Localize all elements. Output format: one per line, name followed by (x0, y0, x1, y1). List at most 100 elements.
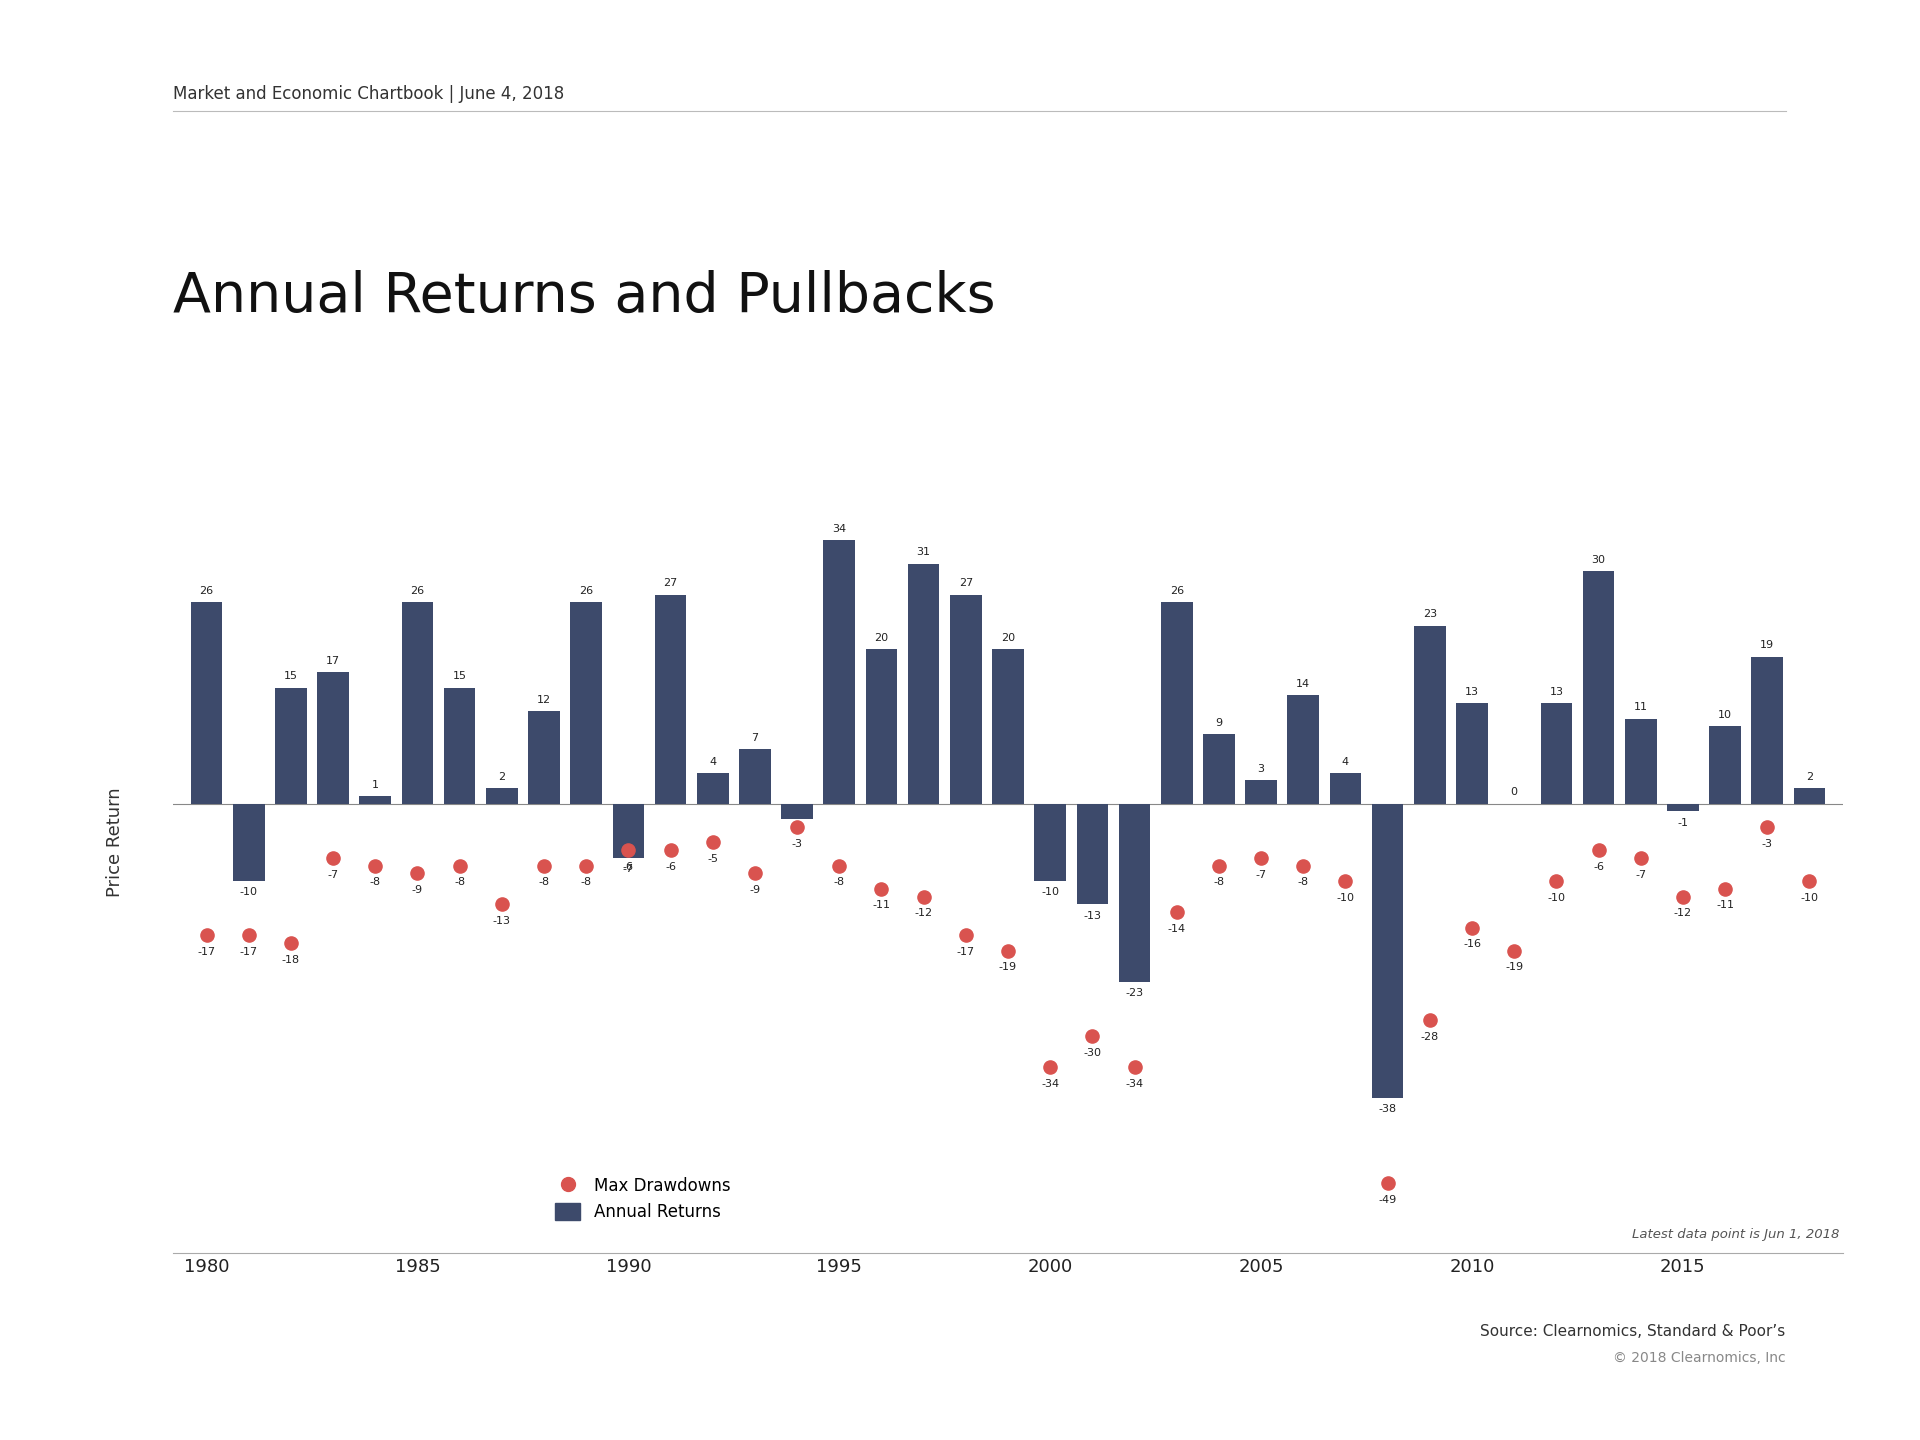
Point (1751, 815, 1782, 838)
Bar (1793, 788, 1826, 804)
Text: 23: 23 (1423, 609, 1436, 619)
Text: 7: 7 (751, 733, 758, 743)
Text: -10: -10 (1041, 887, 1060, 897)
Point (866, 877, 897, 900)
Text: -3: -3 (791, 838, 803, 848)
Text: -10: -10 (1336, 893, 1354, 903)
Text: 14: 14 (1296, 680, 1309, 690)
Text: -17: -17 (198, 948, 215, 958)
Text: -23: -23 (1125, 988, 1144, 998)
Bar (655, 595, 685, 804)
Text: 4: 4 (708, 756, 716, 766)
Text: -13: -13 (1083, 910, 1102, 920)
Text: Source: Clearnomics, Standard & Poor’s: Source: Clearnomics, Standard & Poor’s (1480, 1325, 1786, 1339)
Point (908, 886, 939, 909)
Text: -34: -34 (1041, 1079, 1060, 1089)
Text: -7: -7 (622, 864, 634, 874)
Bar (1709, 726, 1741, 804)
Text: -8: -8 (1298, 877, 1309, 887)
Text: 2: 2 (499, 772, 505, 782)
Text: 26: 26 (580, 586, 593, 596)
Text: -8: -8 (453, 877, 465, 887)
Text: 11: 11 (1634, 703, 1647, 713)
Text: 3: 3 (1258, 765, 1265, 775)
Text: -6: -6 (664, 861, 676, 871)
Text: © 2018 Clearnomics, Inc: © 2018 Clearnomics, Inc (1613, 1351, 1786, 1365)
Text: 26: 26 (200, 586, 213, 596)
Text: -8: -8 (371, 877, 380, 887)
Bar (401, 602, 434, 804)
Point (1162, 900, 1192, 923)
Bar (1035, 804, 1066, 881)
Bar (528, 711, 561, 804)
Text: -11: -11 (872, 900, 891, 910)
Text: 30: 30 (1592, 556, 1605, 564)
Text: -14: -14 (1167, 923, 1187, 933)
Text: 4: 4 (1342, 756, 1350, 766)
Text: -19: -19 (1505, 962, 1523, 972)
Text: Investing Basics: Investing Basics (19, 631, 38, 795)
Point (1373, 1172, 1404, 1195)
Text: 26: 26 (411, 586, 424, 596)
Text: -18: -18 (282, 955, 300, 965)
Text: -8: -8 (580, 877, 591, 887)
Bar (993, 649, 1023, 804)
Text: -12: -12 (914, 909, 933, 919)
Text: 12: 12 (538, 694, 551, 704)
Bar (1751, 657, 1784, 804)
Text: -30: -30 (1083, 1048, 1102, 1057)
Bar (486, 788, 518, 804)
Text: 20: 20 (874, 632, 889, 642)
Legend: Max Drawdowns, Annual Returns: Max Drawdowns, Annual Returns (549, 1171, 737, 1228)
Point (1035, 1056, 1066, 1079)
Bar (1162, 602, 1192, 804)
Text: -34: -34 (1125, 1079, 1144, 1089)
Text: -10: -10 (1801, 893, 1818, 903)
Text: 20: 20 (1000, 632, 1016, 642)
Text: 19: 19 (1761, 641, 1774, 651)
Point (950, 924, 981, 948)
Point (317, 847, 348, 870)
Text: -49: -49 (1379, 1195, 1396, 1205)
Text: -3: -3 (1763, 838, 1772, 848)
Text: -17: -17 (956, 948, 975, 958)
Point (1457, 916, 1488, 939)
Bar (317, 672, 349, 804)
Text: 34: 34 (831, 524, 847, 534)
Text: 17: 17 (326, 655, 340, 665)
Text: Latest data point is Jun 1, 2018: Latest data point is Jun 1, 2018 (1632, 1228, 1839, 1241)
Point (528, 854, 559, 877)
Point (655, 838, 685, 861)
Text: -1: -1 (1678, 818, 1688, 828)
Point (486, 893, 516, 916)
Text: -19: -19 (998, 962, 1018, 972)
Text: 10: 10 (1718, 710, 1732, 720)
Text: 15: 15 (453, 671, 467, 681)
Text: 27: 27 (958, 579, 973, 589)
Point (1709, 877, 1740, 900)
Bar (570, 602, 603, 804)
Point (824, 854, 854, 877)
Point (359, 854, 390, 877)
Text: 1: 1 (372, 779, 378, 789)
Text: -28: -28 (1421, 1032, 1438, 1043)
Point (1793, 870, 1824, 893)
Text: -7: -7 (328, 870, 338, 880)
Text: -10: -10 (1548, 893, 1565, 903)
Point (1204, 854, 1235, 877)
Point (1246, 847, 1277, 870)
Point (612, 838, 643, 861)
Text: -6: -6 (1594, 861, 1603, 871)
Text: -38: -38 (1379, 1104, 1396, 1115)
Point (993, 939, 1023, 962)
Text: -8: -8 (833, 877, 845, 887)
Bar (1204, 734, 1235, 804)
Bar (1455, 703, 1488, 804)
Bar (359, 796, 392, 804)
Bar (1077, 804, 1108, 904)
Text: -9: -9 (413, 886, 422, 896)
Bar (739, 749, 770, 804)
Text: -17: -17 (240, 948, 257, 958)
Text: 15: 15 (284, 671, 298, 681)
Text: -6: -6 (622, 861, 634, 871)
